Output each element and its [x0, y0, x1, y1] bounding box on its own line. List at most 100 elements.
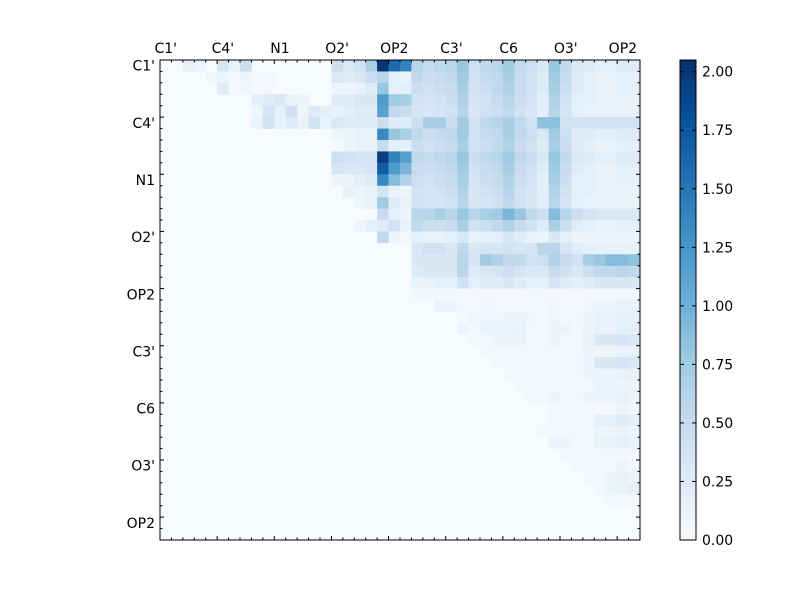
heatmap-cell	[617, 494, 629, 507]
heatmap-cell	[571, 414, 584, 427]
heatmap-cell	[594, 174, 607, 187]
heatmap-cell	[605, 368, 618, 381]
heatmap-cell	[240, 82, 252, 95]
x-tick-label: O3'	[554, 41, 578, 57]
heatmap-cell	[491, 140, 504, 152]
heatmap-cell	[537, 128, 549, 141]
heatmap-cell	[571, 322, 584, 335]
heatmap-cell	[582, 345, 595, 358]
heatmap-cell	[502, 288, 515, 301]
heatmap-cell	[354, 117, 367, 129]
heatmap-cell	[548, 345, 561, 358]
y-tick-label: C6	[136, 402, 155, 418]
heatmap-cell	[514, 71, 527, 84]
heatmap-cell	[560, 162, 572, 175]
heatmap-cell	[491, 128, 504, 141]
heatmap-cell	[605, 288, 618, 301]
heatmap-cell	[388, 60, 401, 72]
heatmap-cell	[617, 60, 629, 72]
heatmap-cell	[594, 82, 607, 95]
heatmap-cell	[617, 151, 629, 164]
heatmap-cell	[502, 60, 515, 72]
y-tick-label: C4'	[132, 116, 155, 132]
heatmap-cell	[560, 414, 572, 427]
heatmap-cell	[491, 208, 504, 221]
heatmap-cell	[514, 128, 527, 141]
heatmap-cell	[560, 425, 572, 438]
heatmap-cell	[422, 265, 435, 278]
heatmap-cell	[411, 265, 424, 278]
heatmap-cell	[468, 105, 481, 118]
heatmap-cell	[560, 391, 572, 404]
heatmap-cell	[582, 231, 595, 244]
heatmap-cell	[571, 208, 584, 221]
heatmap-cell	[491, 242, 504, 255]
heatmap-cell	[525, 231, 538, 244]
heatmap-cell	[605, 448, 618, 461]
heatmap-cell	[582, 391, 595, 404]
heatmap-cell	[434, 128, 447, 141]
heatmap-cell	[605, 380, 618, 392]
heatmap-cell	[514, 242, 527, 255]
heatmap-cell	[502, 174, 515, 187]
x-tick-label: OP2	[609, 41, 637, 57]
heatmap-cell	[525, 71, 538, 84]
heatmap-cell	[537, 345, 549, 358]
heatmap-cell	[400, 231, 412, 244]
heatmap-cell	[457, 71, 469, 84]
heatmap-cell	[308, 117, 321, 129]
heatmap-cell	[605, 162, 618, 175]
heatmap-cell	[400, 185, 412, 198]
heatmap-cell	[434, 288, 447, 301]
heatmap-cell	[320, 117, 332, 129]
heatmap-cell	[525, 220, 538, 232]
heatmap-cell	[548, 425, 561, 438]
heatmap-cell	[422, 117, 435, 129]
heatmap-cell	[434, 300, 447, 312]
heatmap-cell	[502, 265, 515, 278]
heatmap-cell	[388, 71, 401, 84]
heatmap-cell	[617, 402, 629, 415]
heatmap-cell	[502, 254, 515, 267]
heatmap-cell	[502, 300, 515, 312]
heatmap-cell	[537, 140, 549, 152]
heatmap-cell	[537, 300, 549, 312]
heatmap-cell	[605, 300, 618, 312]
heatmap-cell	[628, 368, 641, 381]
heatmap-cell	[605, 231, 618, 244]
heatmap-cell	[525, 288, 538, 301]
heatmap-cell	[594, 368, 607, 381]
heatmap-cell	[377, 140, 389, 152]
heatmap-cell	[628, 197, 641, 209]
heatmap-cell	[628, 414, 641, 427]
heatmap-cell	[605, 151, 618, 164]
heatmap-cell	[354, 94, 367, 107]
heatmap-cell	[434, 197, 447, 209]
heatmap-cell	[445, 71, 458, 84]
heatmap-cell	[251, 117, 264, 129]
heatmap-cell	[514, 174, 527, 187]
heatmap-cell	[560, 71, 572, 84]
heatmap-cell	[617, 471, 629, 484]
heatmap-cell	[605, 254, 618, 267]
heatmap-cell	[514, 277, 527, 289]
heatmap-cell	[468, 174, 481, 187]
heatmap-cell	[605, 402, 618, 415]
heatmap-cell	[491, 82, 504, 95]
heatmap-cell	[514, 334, 527, 347]
heatmap-cell	[434, 82, 447, 95]
heatmap-cell	[537, 254, 549, 267]
heatmap-cell	[514, 197, 527, 209]
heatmap-cell	[548, 322, 561, 335]
colorbar-tick-label: 1.00	[702, 299, 733, 315]
heatmap-cell	[628, 231, 641, 244]
heatmap-cell	[594, 197, 607, 209]
heatmap-cell	[628, 437, 641, 449]
heatmap-cell	[377, 151, 389, 164]
heatmap-cell	[491, 185, 504, 198]
heatmap-cell	[617, 437, 629, 449]
heatmap-cell	[445, 265, 458, 278]
heatmap-cell	[571, 357, 584, 369]
heatmap-cell	[571, 117, 584, 129]
heatmap-cell	[377, 105, 389, 118]
